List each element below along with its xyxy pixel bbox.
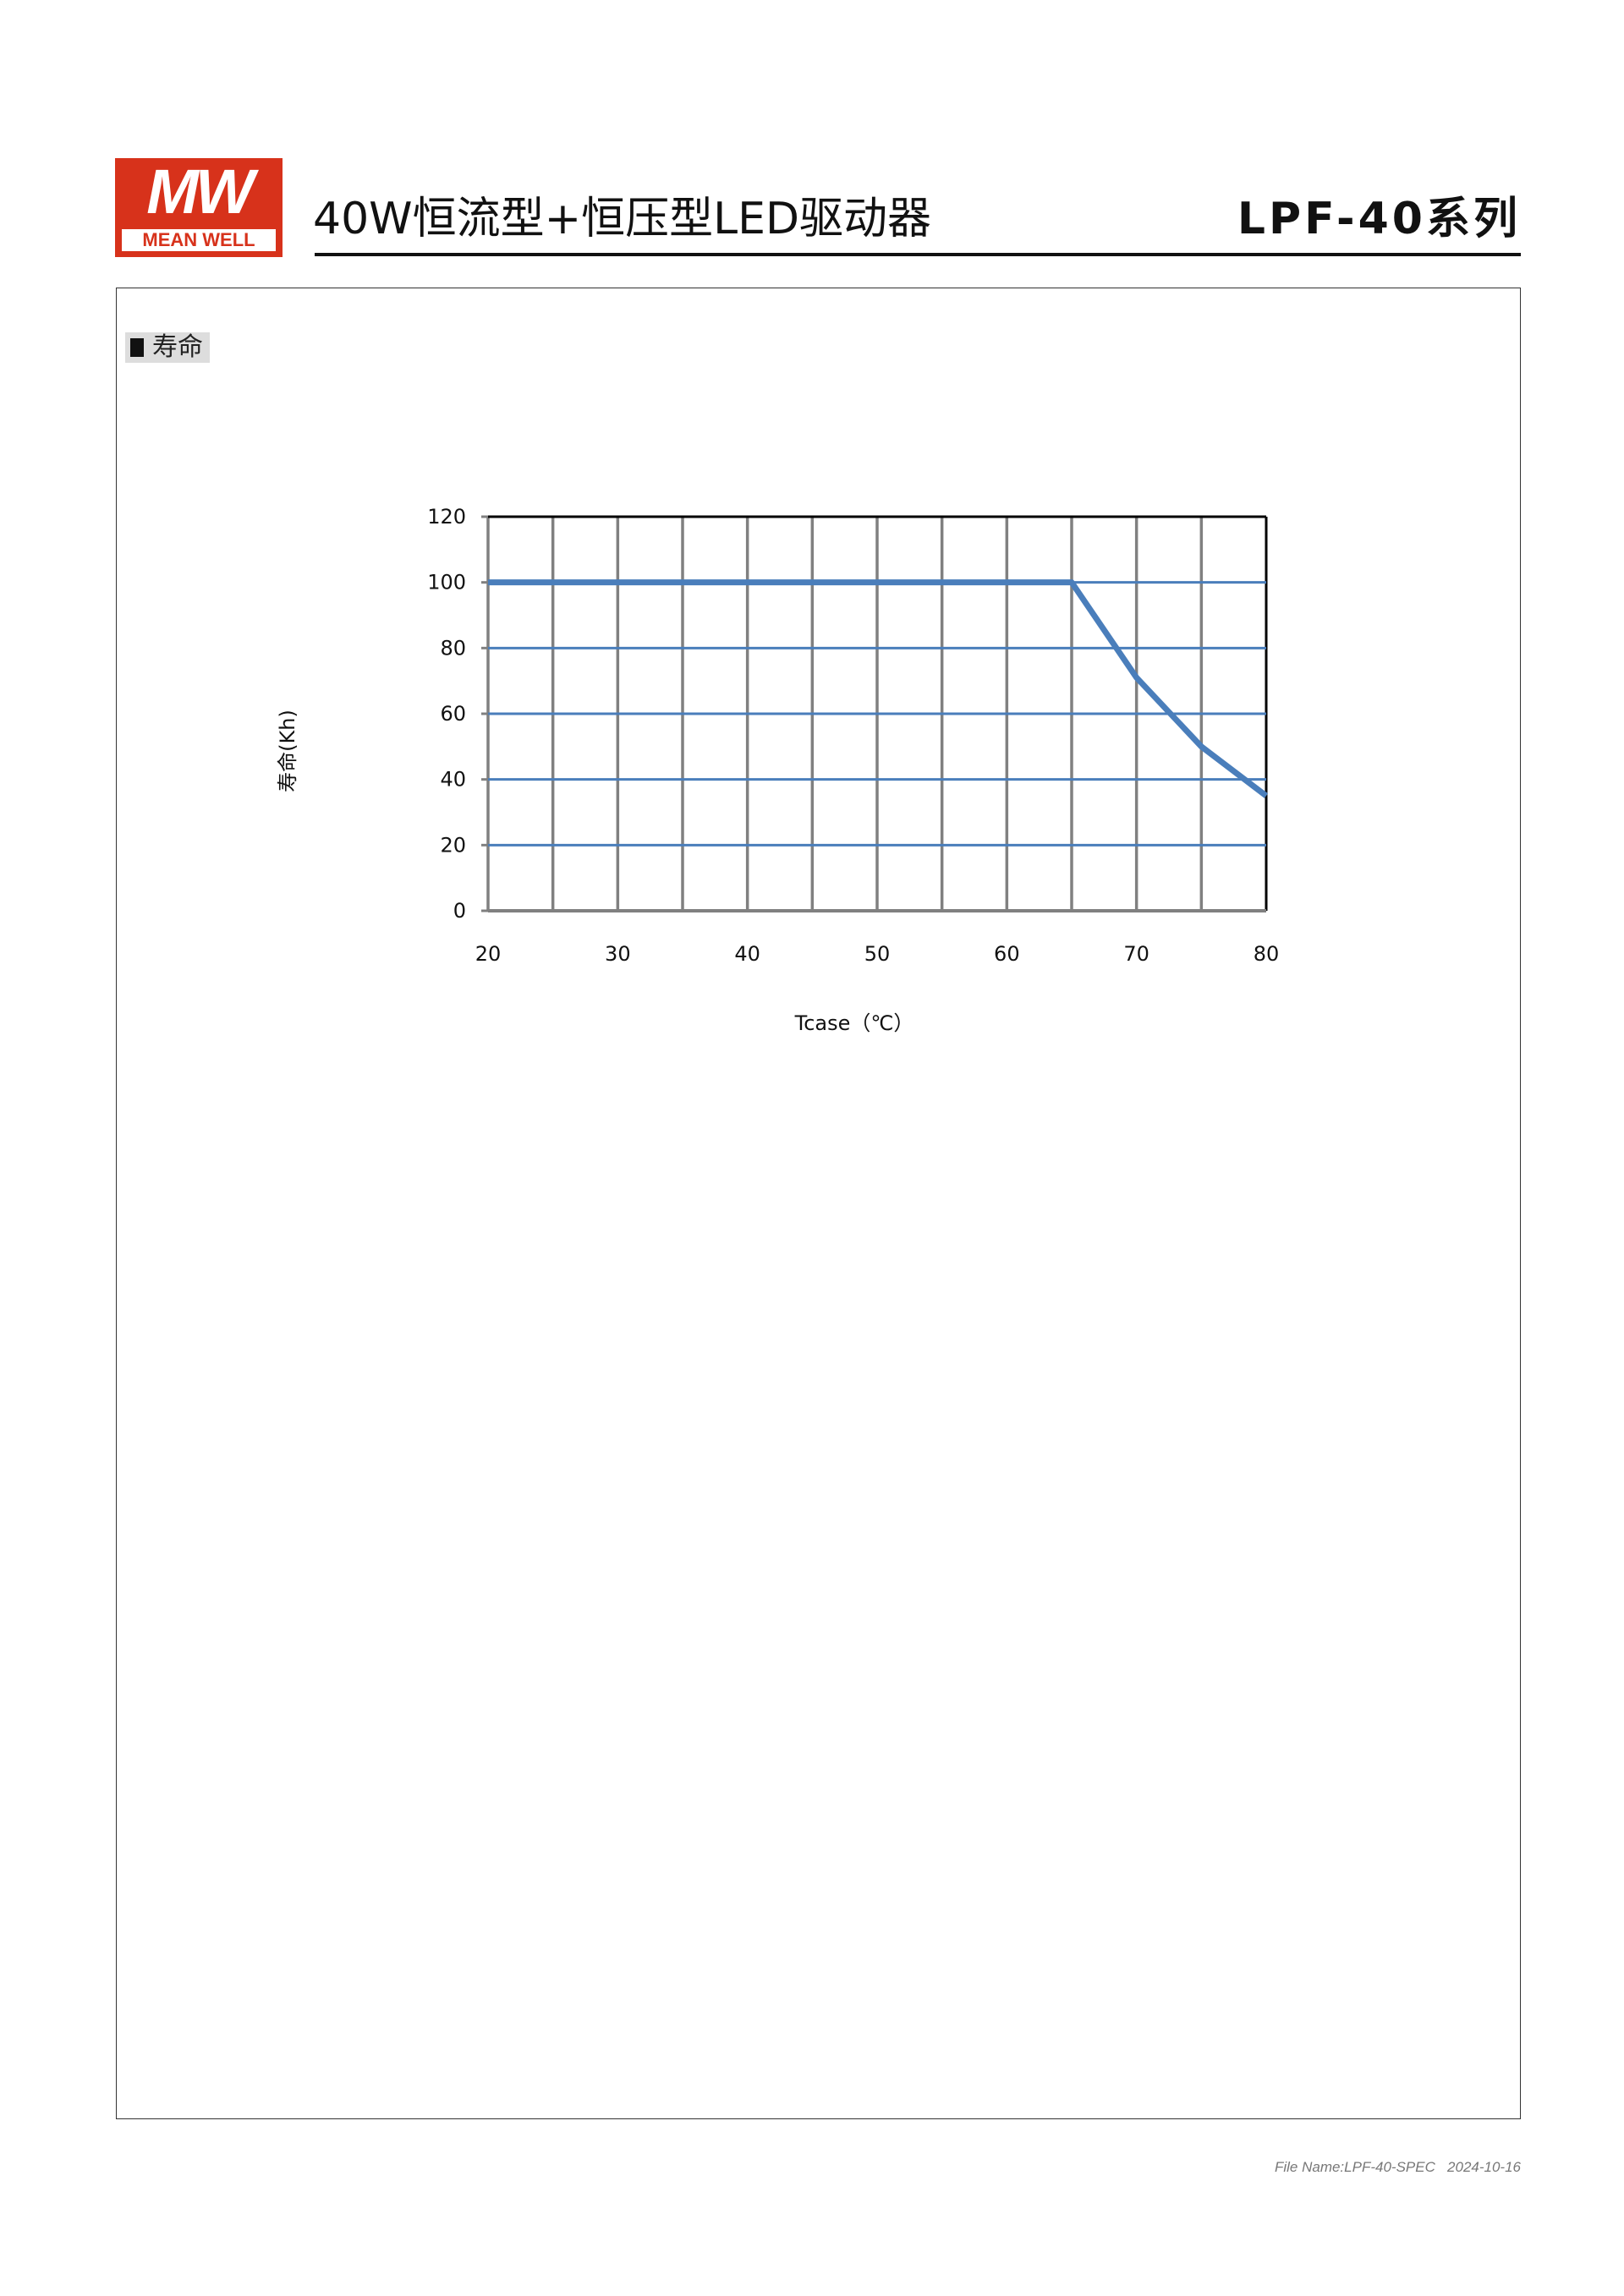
mean-well-logo: MW MEAN WELL [115, 158, 283, 257]
lifetime-series-line [488, 579, 1269, 798]
y-tick-label: 60 [440, 702, 466, 726]
lifetime-chart: 0 20 40 60 80 100 120 20 30 40 50 60 70 80 Tcase（℃） 寿… [276, 505, 1280, 1035]
x-tick-label: 60 [994, 942, 1020, 966]
section-heading: 寿命 [125, 332, 210, 363]
y-tick-label: 120 [427, 505, 466, 529]
x-tick-label: 80 [1254, 942, 1280, 966]
x-tick-label: 20 [475, 942, 502, 966]
page-title: 40W恒流型+恒压型LED驱动器 [313, 194, 932, 244]
y-tick-label: 40 [440, 768, 466, 792]
header-rule [315, 253, 1521, 256]
x-axis-label: Tcase（℃） [794, 1011, 914, 1035]
logo-mark: MW [146, 160, 255, 224]
series-title: LPF-40系列 [1237, 194, 1521, 244]
file-name: File Name:LPF-40-SPEC [1274, 2159, 1435, 2175]
y-tick-label: 20 [440, 833, 466, 857]
y-axis-label: 寿命(Kh) [276, 710, 299, 792]
footer: File Name:LPF-40-SPEC 2024-10-16 [1275, 2159, 1521, 2176]
section-title: 寿命 [152, 332, 203, 362]
y-tick-label: 0 [453, 899, 466, 923]
x-tick-label: 30 [605, 942, 631, 966]
content-frame [116, 288, 1521, 2119]
footer-date: 2024-10-16 [1447, 2159, 1521, 2175]
y-tick-label: 80 [440, 636, 466, 660]
y-tick-label: 100 [427, 571, 466, 595]
x-tick-label: 70 [1123, 942, 1149, 966]
x-tick-label: 50 [864, 942, 891, 966]
logo-text: MEAN WELL [122, 229, 276, 251]
x-tick-label: 40 [734, 942, 760, 966]
bullet-square-icon [130, 338, 144, 357]
